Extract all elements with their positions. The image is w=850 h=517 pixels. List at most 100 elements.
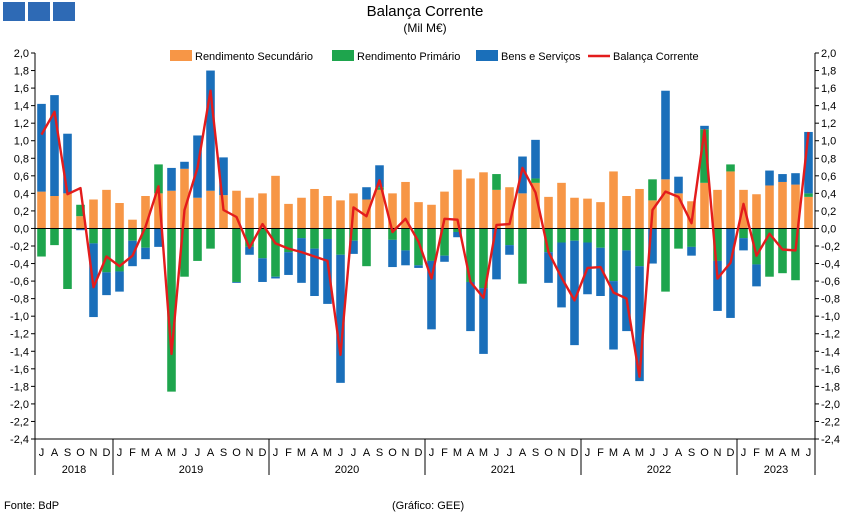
bar-2-36: [505, 245, 514, 255]
bar-1-46: [635, 228, 644, 267]
ytick-label-left-16: 0,8: [14, 153, 29, 165]
bar-1-39: [544, 228, 553, 253]
bar-1-12: [193, 228, 202, 261]
ytick-label-left-0: -2,4: [10, 434, 29, 446]
month-label-53: D: [727, 447, 735, 459]
legend-label-3: Balança Corrente: [613, 51, 699, 63]
ytick-label-right-20: 1,6: [821, 83, 836, 95]
month-label-20: M: [297, 447, 306, 459]
month-label-52: N: [714, 447, 722, 459]
bar-2-58: [791, 173, 800, 185]
bar-2-38: [531, 139, 540, 179]
bar-0-11: [180, 168, 189, 229]
month-label-12: J: [195, 447, 201, 459]
bar-1-22: [323, 228, 332, 239]
bar-2-48: [661, 90, 670, 180]
bar-1-45: [622, 228, 631, 251]
bar-1-23: [336, 228, 345, 255]
bar-0-37: [518, 193, 527, 229]
year-label-1: 2019: [179, 464, 203, 476]
bar-0-59: [804, 196, 813, 229]
bar-0-1: [50, 195, 59, 229]
bar-0-55: [752, 194, 761, 229]
ytick-label-right-2: -2,0: [821, 399, 840, 411]
bar-1-51: [700, 129, 709, 183]
month-label-32: M: [453, 447, 462, 459]
bar-2-19: [284, 252, 293, 275]
bar-2-46: [635, 266, 644, 382]
month-label-36: J: [507, 447, 513, 459]
bar-0-2: [63, 193, 72, 229]
bar-0-16: [245, 197, 254, 229]
bar-0-40: [557, 182, 566, 229]
year-label-4: 2022: [647, 464, 671, 476]
ytick-label-right-21: 1,8: [821, 66, 836, 78]
bar-2-52: [713, 260, 722, 311]
month-label-2: S: [64, 447, 71, 459]
bar-1-16: [245, 228, 254, 247]
bar-1-18: [271, 228, 280, 277]
month-label-4: N: [90, 447, 98, 459]
bar-2-15: [232, 281, 241, 283]
bar-2-44: [609, 281, 618, 350]
bar-1-24: [349, 228, 358, 241]
month-label-0: J: [39, 447, 45, 459]
bar-1-7: [128, 228, 137, 241]
month-label-25: A: [363, 447, 371, 459]
bar-1-32: [453, 228, 462, 232]
bar-2-31: [440, 255, 449, 262]
ytick-label-left-8: -0,8: [10, 294, 29, 306]
month-label-42: J: [585, 447, 591, 459]
legend-label-1: Rendimento Primário: [357, 51, 460, 63]
ytick-label-right-3: -1,8: [821, 381, 840, 393]
month-label-18: J: [273, 447, 279, 459]
ytick-label-right-5: -1,4: [821, 346, 840, 358]
month-label-24: J: [351, 447, 357, 459]
bar-2-32: [453, 231, 462, 238]
bar-1-54: [739, 228, 748, 239]
bar-1-49: [674, 228, 683, 249]
month-label-13: A: [207, 447, 215, 459]
month-label-10: M: [167, 447, 176, 459]
month-label-43: F: [597, 447, 604, 459]
year-label-0: 2018: [62, 464, 86, 476]
month-label-17: D: [259, 447, 267, 459]
ytick-label-right-14: 0,4: [821, 188, 836, 200]
bar-0-49: [674, 193, 683, 229]
legend-swatch-1: [332, 50, 354, 61]
bar-1-38: [531, 178, 540, 183]
bar-2-57: [778, 174, 787, 182]
bar-1-41: [570, 228, 579, 241]
bar-1-58: [791, 228, 800, 281]
chart-legend: Rendimento Secundário Rendimento Primário…: [170, 50, 699, 63]
month-label-16: N: [246, 447, 254, 459]
legend-label-0: Rendimento Secundário: [195, 51, 313, 63]
month-label-46: M: [635, 447, 644, 459]
bar-0-48: [661, 179, 670, 229]
bar-2-35: [492, 228, 501, 280]
bar-1-56: [765, 228, 774, 277]
month-label-41: D: [571, 447, 579, 459]
ytick-label-right-12: 0,0: [821, 223, 836, 235]
axes-layer: -2,4 -2,4 -2,2 -2,2 -2,0 -2,0 -1,8 -1,8 -1,6 -1,6…: [10, 48, 840, 476]
bar-0-14: [219, 195, 228, 229]
bar-2-17: [258, 258, 267, 282]
month-label-59: J: [806, 447, 812, 459]
bar-0-7: [128, 219, 137, 229]
bar-1-43: [596, 228, 605, 248]
legend-swatch-0: [170, 50, 192, 61]
bar-2-5: [102, 272, 111, 296]
bar-1-25: [362, 228, 371, 267]
bar-0-12: [193, 197, 202, 229]
bar-2-18: [271, 276, 280, 279]
bar-0-43: [596, 202, 605, 229]
ytick-label-left-21: 1,8: [14, 66, 29, 78]
bar-1-11: [180, 228, 189, 277]
bar-1-13: [206, 228, 215, 249]
bar-2-13: [206, 70, 215, 191]
bar-2-33: [466, 281, 475, 332]
ytick-label-right-13: 0,2: [821, 206, 836, 218]
bar-2-26: [375, 165, 384, 188]
bar-1-47: [648, 179, 657, 201]
ytick-label-right-1: -2,2: [821, 416, 840, 428]
